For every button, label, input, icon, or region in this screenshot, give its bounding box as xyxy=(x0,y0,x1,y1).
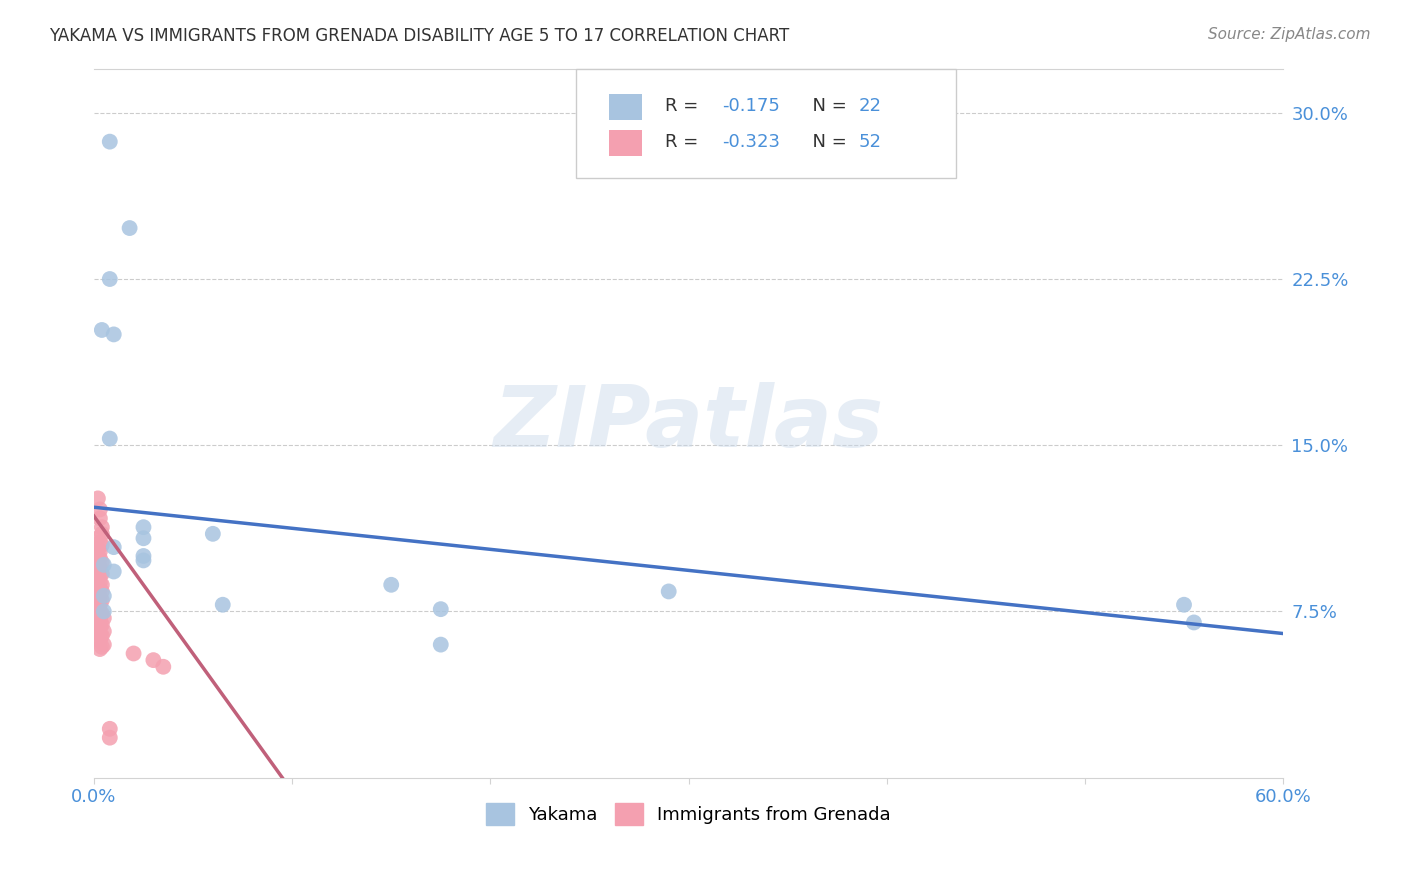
Point xyxy=(87,558,110,572)
Point xyxy=(90,578,112,592)
Point xyxy=(152,660,174,674)
Text: -0.323: -0.323 xyxy=(721,133,780,151)
Point xyxy=(90,584,112,599)
Point xyxy=(87,589,110,603)
Point xyxy=(93,589,115,603)
Point xyxy=(87,491,110,506)
Point xyxy=(87,595,110,609)
Point xyxy=(103,327,125,342)
Point xyxy=(93,558,115,572)
Point xyxy=(132,549,155,563)
FancyBboxPatch shape xyxy=(609,95,643,120)
Point xyxy=(132,520,155,534)
Point xyxy=(89,591,111,605)
Point xyxy=(87,608,110,623)
Point xyxy=(103,540,125,554)
Point xyxy=(87,531,110,545)
Point xyxy=(90,593,112,607)
Point xyxy=(87,571,110,585)
Point xyxy=(89,560,111,574)
Text: R =: R = xyxy=(665,133,704,151)
FancyBboxPatch shape xyxy=(575,69,956,178)
Point xyxy=(658,584,681,599)
Point xyxy=(93,638,115,652)
Point xyxy=(429,638,451,652)
Text: -0.175: -0.175 xyxy=(721,97,780,115)
Point xyxy=(89,613,111,627)
FancyBboxPatch shape xyxy=(609,130,643,156)
Point xyxy=(87,615,110,630)
Point xyxy=(98,432,121,446)
Point xyxy=(380,578,402,592)
Point xyxy=(98,731,121,745)
Point xyxy=(90,640,112,654)
Point xyxy=(90,538,112,552)
Point xyxy=(98,135,121,149)
Text: R =: R = xyxy=(665,97,704,115)
Point xyxy=(132,531,155,545)
Point xyxy=(132,553,155,567)
Point xyxy=(89,633,111,648)
Point xyxy=(122,647,145,661)
Point xyxy=(87,599,110,614)
Point xyxy=(89,544,111,558)
Point xyxy=(429,602,451,616)
Point xyxy=(211,598,233,612)
Point xyxy=(89,582,111,597)
Point xyxy=(89,535,111,549)
Text: Source: ZipAtlas.com: Source: ZipAtlas.com xyxy=(1208,27,1371,42)
Point xyxy=(89,604,111,618)
Point xyxy=(1182,615,1205,630)
Point xyxy=(118,221,141,235)
Point xyxy=(93,611,115,625)
Point xyxy=(90,520,112,534)
Point xyxy=(90,556,112,570)
Point xyxy=(87,549,110,563)
Point xyxy=(201,526,224,541)
Point xyxy=(90,526,112,541)
Point xyxy=(89,620,111,634)
Point xyxy=(90,617,112,632)
Point xyxy=(89,642,111,657)
Text: N =: N = xyxy=(801,97,853,115)
Text: 52: 52 xyxy=(859,133,882,151)
Point xyxy=(90,607,112,621)
Point xyxy=(103,565,125,579)
Text: YAKAMA VS IMMIGRANTS FROM GRENADA DISABILITY AGE 5 TO 17 CORRELATION CHART: YAKAMA VS IMMIGRANTS FROM GRENADA DISABI… xyxy=(49,27,789,45)
Point xyxy=(87,580,110,594)
Point xyxy=(89,626,111,640)
Point xyxy=(89,598,111,612)
Text: 22: 22 xyxy=(859,97,882,115)
Point xyxy=(98,722,121,736)
Point xyxy=(89,569,111,583)
Point xyxy=(87,631,110,645)
Point xyxy=(87,622,110,636)
Point xyxy=(89,575,111,590)
Point xyxy=(90,566,112,581)
Point xyxy=(89,551,111,566)
Point xyxy=(87,542,110,557)
Point xyxy=(98,272,121,286)
Legend: Yakama, Immigrants from Grenada: Yakama, Immigrants from Grenada xyxy=(486,803,890,825)
Point xyxy=(93,604,115,618)
Point xyxy=(1173,598,1195,612)
Point xyxy=(142,653,165,667)
Point xyxy=(90,629,112,643)
Text: ZIPatlas: ZIPatlas xyxy=(494,382,883,465)
Point xyxy=(89,502,111,516)
Text: N =: N = xyxy=(801,133,853,151)
Point xyxy=(93,624,115,639)
Point xyxy=(89,511,111,525)
Point xyxy=(87,565,110,579)
Point xyxy=(90,323,112,337)
